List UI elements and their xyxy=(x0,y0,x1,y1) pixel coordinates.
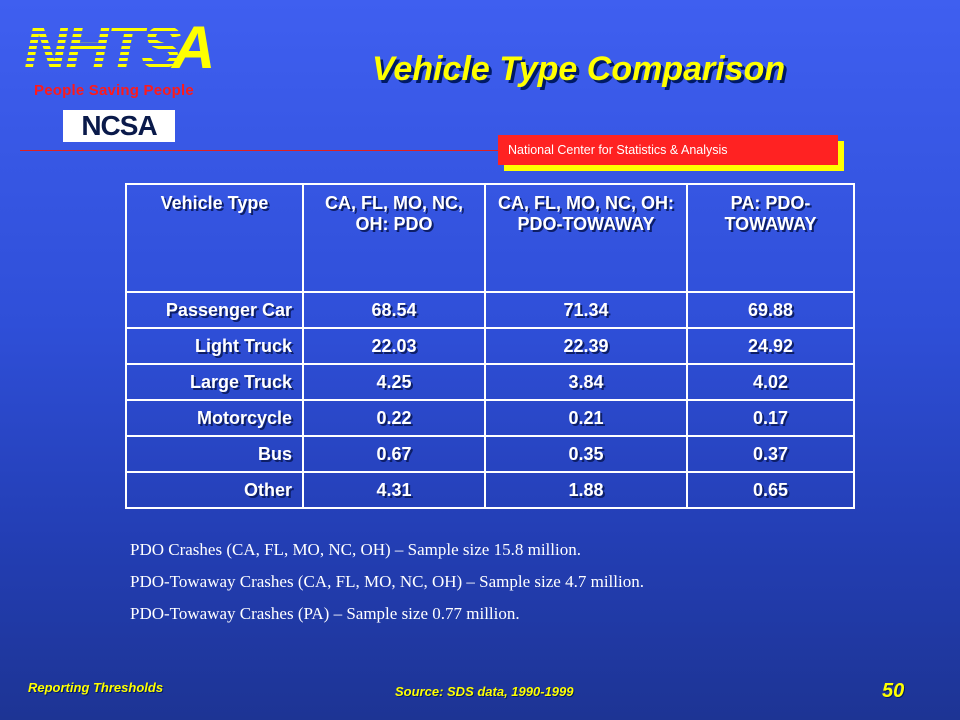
table-cell: 0.17 xyxy=(686,399,855,437)
table-cell: 71.34 xyxy=(484,291,688,329)
table-cell: 0.37 xyxy=(686,435,855,473)
footer-source: Source: SDS data, 1990-1999 xyxy=(395,684,574,699)
table-cell: 22.03 xyxy=(302,327,486,365)
table-cell: 4.25 xyxy=(302,363,486,401)
table-cell: 3.84 xyxy=(484,363,688,401)
row-label: Bus xyxy=(125,435,304,473)
table-header-row: Vehicle Type CA, FL, MO, NC, OH: PDO CA,… xyxy=(125,183,855,293)
table-cell: 4.31 xyxy=(302,471,486,509)
vehicle-type-table: Vehicle Type CA, FL, MO, NC, OH: PDO CA,… xyxy=(125,183,855,509)
nhtsa-logo: NHTS A xyxy=(22,10,242,80)
tagline: People Saving People xyxy=(34,82,194,99)
table-row: Other 4.31 1.88 0.65 xyxy=(125,471,855,509)
row-label: Motorcycle xyxy=(125,399,304,437)
header-vehicle-type: Vehicle Type xyxy=(125,183,304,293)
note-pa-towaway: PDO-Towaway Crashes (PA) – Sample size 0… xyxy=(130,604,520,623)
table-cell: 1.88 xyxy=(484,471,688,509)
table-cell: 0.67 xyxy=(302,435,486,473)
header-divider xyxy=(20,150,498,151)
note-pdo: PDO Crashes (CA, FL, MO, NC, OH) – Sampl… xyxy=(130,540,581,559)
table-cell: 0.21 xyxy=(484,399,688,437)
table-cell: 22.39 xyxy=(484,327,688,365)
table-row: Large Truck 4.25 3.84 4.02 xyxy=(125,363,855,401)
table-cell: 0.65 xyxy=(686,471,855,509)
header-pa-pdo-towaway: PA: PDO-TOWAWAY xyxy=(686,183,855,293)
header-pdo-towaway: CA, FL, MO, NC, OH: PDO-TOWAWAY xyxy=(484,183,688,293)
table-row: Bus 0.67 0.35 0.37 xyxy=(125,435,855,473)
row-label: Other xyxy=(125,471,304,509)
table-cell: 69.88 xyxy=(686,291,855,329)
row-label: Light Truck xyxy=(125,327,304,365)
ncsa-logo: NCSA xyxy=(63,110,175,142)
footer-section-title: Reporting Thresholds xyxy=(28,680,164,695)
row-label: Large Truck xyxy=(125,363,304,401)
table-cell: 0.22 xyxy=(302,399,486,437)
page-number: 50 xyxy=(882,680,905,702)
svg-text:NHTS: NHTS xyxy=(24,14,181,80)
table-row: Passenger Car 68.54 71.34 69.88 xyxy=(125,291,855,329)
header-pdo: CA, FL, MO, NC, OH: PDO xyxy=(302,183,486,293)
table-cell: 0.35 xyxy=(484,435,688,473)
ncsa-banner: National Center for Statistics & Analysi… xyxy=(498,135,838,165)
table-row: Light Truck 22.03 22.39 24.92 xyxy=(125,327,855,365)
note-pdo-towaway: PDO-Towaway Crashes (CA, FL, MO, NC, OH)… xyxy=(130,572,644,591)
row-label: Passenger Car xyxy=(125,291,304,329)
table-cell: 68.54 xyxy=(302,291,486,329)
table-cell: 4.02 xyxy=(686,363,855,401)
sample-size-notes: PDO Crashes (CA, FL, MO, NC, OH) – Sampl… xyxy=(130,540,644,636)
table-row: Motorcycle 0.22 0.21 0.17 xyxy=(125,399,855,437)
svg-text:A: A xyxy=(170,14,215,80)
page-title: Vehicle Type Comparison xyxy=(372,50,786,88)
table-cell: 24.92 xyxy=(686,327,855,365)
